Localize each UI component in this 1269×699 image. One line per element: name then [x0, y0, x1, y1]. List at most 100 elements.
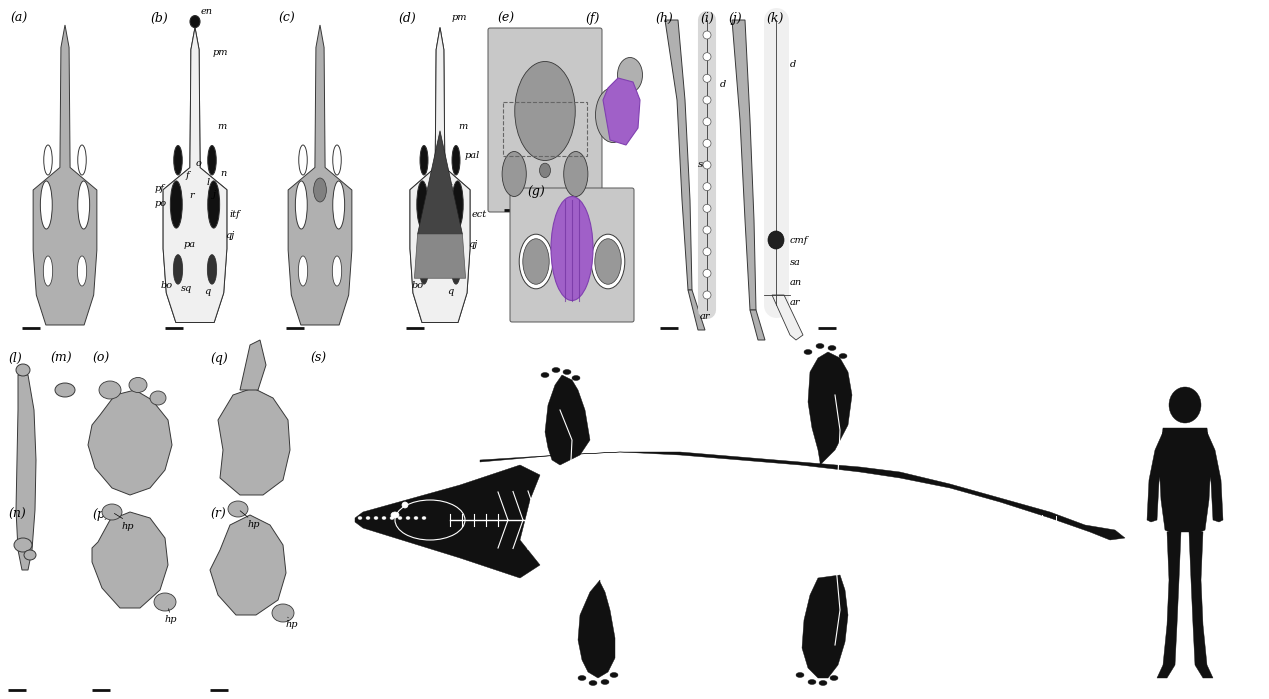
Ellipse shape	[24, 550, 36, 560]
Ellipse shape	[296, 181, 307, 229]
Text: (q): (q)	[209, 352, 227, 365]
Polygon shape	[410, 27, 470, 322]
Text: sa: sa	[698, 160, 709, 169]
Ellipse shape	[77, 256, 86, 286]
Ellipse shape	[416, 181, 428, 228]
Ellipse shape	[332, 256, 341, 286]
Text: (s): (s)	[310, 352, 326, 365]
Text: (r): (r)	[209, 508, 226, 521]
Text: qj: qj	[225, 231, 235, 240]
Polygon shape	[808, 352, 851, 465]
Ellipse shape	[228, 501, 247, 517]
Text: qj: qj	[468, 240, 477, 249]
Text: sq: sq	[181, 284, 193, 293]
Ellipse shape	[77, 145, 86, 175]
Ellipse shape	[703, 204, 711, 212]
Polygon shape	[218, 388, 291, 495]
Text: (f): (f)	[585, 12, 599, 25]
Polygon shape	[355, 465, 541, 578]
Ellipse shape	[208, 145, 216, 175]
Polygon shape	[1200, 432, 1223, 522]
Text: (e): (e)	[497, 12, 514, 25]
Ellipse shape	[420, 145, 428, 175]
Text: d: d	[791, 60, 796, 69]
Bar	[504, 102, 586, 156]
Ellipse shape	[170, 181, 183, 228]
Ellipse shape	[414, 517, 418, 519]
Text: pm: pm	[213, 48, 228, 57]
Polygon shape	[1147, 432, 1170, 522]
Ellipse shape	[207, 254, 217, 284]
Text: (l): (l)	[8, 352, 22, 365]
Text: cmf: cmf	[791, 236, 808, 245]
Text: hp: hp	[165, 615, 178, 624]
Ellipse shape	[839, 354, 846, 359]
Ellipse shape	[602, 679, 609, 684]
Text: (p): (p)	[91, 508, 109, 521]
Ellipse shape	[577, 675, 586, 681]
Ellipse shape	[298, 145, 307, 175]
Ellipse shape	[43, 145, 52, 175]
Ellipse shape	[102, 504, 122, 520]
Ellipse shape	[423, 517, 426, 519]
Ellipse shape	[14, 538, 32, 552]
Polygon shape	[288, 25, 352, 325]
Polygon shape	[688, 290, 706, 330]
Ellipse shape	[610, 672, 618, 677]
Polygon shape	[91, 512, 168, 608]
Ellipse shape	[390, 517, 393, 519]
Ellipse shape	[55, 383, 75, 397]
Polygon shape	[164, 27, 227, 322]
Text: ar: ar	[791, 298, 801, 307]
Polygon shape	[410, 27, 470, 322]
Ellipse shape	[313, 178, 326, 202]
Text: en: en	[201, 7, 213, 15]
Ellipse shape	[589, 681, 596, 686]
Text: d: d	[720, 80, 726, 89]
Ellipse shape	[618, 57, 642, 92]
Ellipse shape	[174, 254, 183, 284]
Ellipse shape	[398, 517, 402, 519]
Text: pa: pa	[184, 240, 197, 249]
Ellipse shape	[816, 343, 824, 349]
Text: (j): (j)	[728, 12, 741, 25]
Polygon shape	[544, 375, 590, 465]
Text: (g): (g)	[527, 185, 544, 198]
Ellipse shape	[796, 672, 805, 677]
Polygon shape	[418, 131, 462, 234]
Ellipse shape	[572, 375, 580, 380]
Ellipse shape	[41, 181, 52, 229]
Text: (m): (m)	[49, 352, 71, 365]
Text: pal: pal	[464, 152, 480, 160]
Ellipse shape	[332, 181, 345, 229]
Text: n: n	[220, 169, 226, 178]
Ellipse shape	[703, 96, 711, 104]
Ellipse shape	[358, 517, 362, 519]
Ellipse shape	[365, 517, 371, 519]
Polygon shape	[480, 452, 1126, 540]
FancyBboxPatch shape	[510, 188, 634, 322]
Ellipse shape	[391, 512, 398, 518]
Polygon shape	[88, 390, 173, 495]
Ellipse shape	[703, 31, 711, 39]
Ellipse shape	[551, 196, 593, 301]
Text: (i): (i)	[700, 12, 713, 25]
Text: o: o	[197, 159, 202, 168]
Text: q: q	[447, 287, 453, 296]
Ellipse shape	[830, 675, 838, 681]
Text: bo: bo	[412, 281, 424, 290]
Text: ect: ect	[472, 210, 487, 219]
Text: po: po	[155, 199, 168, 208]
Text: (b): (b)	[150, 12, 168, 25]
Text: pf: pf	[155, 184, 165, 193]
Text: (d): (d)	[398, 12, 416, 25]
Text: (c): (c)	[278, 12, 294, 25]
Ellipse shape	[503, 152, 527, 196]
Ellipse shape	[129, 377, 147, 393]
Text: m: m	[217, 122, 226, 131]
Ellipse shape	[703, 182, 711, 191]
Ellipse shape	[1169, 387, 1200, 423]
Text: sa: sa	[791, 258, 801, 267]
Ellipse shape	[703, 269, 711, 278]
Ellipse shape	[539, 163, 551, 178]
